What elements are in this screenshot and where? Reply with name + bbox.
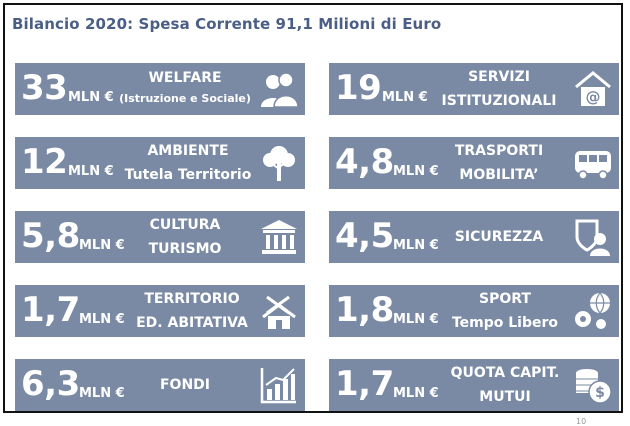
tile-label-line1: FONDI	[159, 377, 210, 393]
tile-label-line1: TRASPORTI	[454, 143, 544, 159]
tile-label: AMBIENTE Tutela Territorio	[113, 139, 263, 187]
museum-icon	[261, 220, 297, 254]
tile-label-line2: Tempo Libero	[451, 315, 559, 331]
tile-fondi: 6,3 MLN € FONDI	[15, 359, 305, 411]
tile-unit: MLN €	[79, 238, 125, 253]
tile-label: SPORT Tempo Libero	[441, 287, 569, 335]
tile-ambiente: 12 MLN € AMBIENTE Tutela Territorio	[15, 137, 305, 189]
tile-territorio: 1,7 MLN € TERRITORIO ED. ABITATIVA	[15, 285, 305, 337]
tree-icon	[263, 146, 295, 181]
tile-unit: MLN €	[393, 238, 439, 253]
tile-unit: MLN €	[68, 90, 114, 105]
tile-label-line2: TURISMO	[148, 241, 222, 257]
growth-chart-icon	[260, 368, 296, 404]
tile-label-line2: ED. ABITATIVA	[136, 315, 248, 331]
svg-text:@: @	[586, 88, 601, 106]
tile-label-line1: TERRITORIO	[144, 291, 240, 307]
tile-welfare: 33 MLN € WELFARE (Istruzione e Sociale)	[15, 63, 305, 115]
tile-unit: MLN €	[382, 90, 428, 105]
slide-title: Bilancio 2020: Spesa Corrente 91,1 Milio…	[12, 15, 442, 33]
tile-unit: MLN €	[393, 164, 439, 179]
tile-label-line1: SICUREZZA	[454, 229, 544, 245]
tile-label-line1: AMBIENTE	[147, 143, 229, 159]
tile-label: WELFARE (Istruzione e Sociale)	[115, 66, 255, 108]
svg-text:$: $	[595, 385, 605, 401]
tile-label-line1: SERVIZI	[468, 69, 530, 85]
tile-unit: MLN €	[393, 386, 439, 401]
tile-value: 4,5	[335, 216, 394, 256]
tile-unit: MLN €	[68, 164, 114, 179]
tile-label: SERVIZI ISTITUZIONALI	[429, 65, 569, 113]
tile-cultura: 5,8 MLN € CULTURA TURISMO	[15, 211, 305, 263]
tile-label: FONDI	[135, 373, 235, 397]
tile-label: SICUREZZA	[439, 225, 559, 249]
tile-label-line1: SPORT	[479, 291, 531, 307]
tile-label-line1: CULTURA	[149, 217, 221, 233]
people-icon	[261, 72, 299, 108]
tile-value: 1,7	[21, 290, 80, 330]
tile-servizi-istituzionali: 19 MLN € SERVIZI ISTITUZIONALI @	[329, 63, 619, 115]
tile-quota-capitale-mutui: 1,7 MLN € QUOTA CAPIT. MUTUI $	[329, 359, 619, 411]
coins-icon: $	[576, 369, 612, 404]
tile-unit: MLN €	[393, 312, 439, 327]
tile-value: 33	[21, 68, 68, 108]
security-shield-icon	[575, 219, 610, 256]
tile-value: 4,8	[335, 142, 394, 182]
tile-value: 1,8	[335, 290, 394, 330]
tile-label-line2: Tutela Territorio	[124, 167, 252, 183]
tile-value: 12	[21, 142, 68, 182]
house-tools-icon	[262, 295, 296, 329]
tile-label-line1: QUOTA CAPIT.	[450, 365, 560, 381]
tile-label-line2: MUTUI	[479, 389, 531, 405]
tile-trasporti: 4,8 MLN € TRASPORTI MOBILITA’	[329, 137, 619, 189]
tile-label: TERRITORIO ED. ABITATIVA	[123, 287, 261, 335]
sports-balls-icon	[575, 292, 610, 329]
tile-label-line1: WELFARE	[148, 70, 222, 86]
tile-label: QUOTA CAPIT. MUTUI	[441, 361, 569, 409]
tile-unit: MLN €	[79, 312, 125, 327]
bus-icon	[575, 151, 611, 180]
tile-value: 1,7	[335, 364, 394, 404]
tile-label-line2: (Istruzione e Sociale)	[119, 92, 251, 105]
slide-frame: Bilancio 2020: Spesa Corrente 91,1 Milio…	[3, 3, 623, 426]
tile-sicurezza: 4,5 MLN € SICUREZZA	[329, 211, 619, 263]
tile-value: 5,8	[21, 216, 80, 256]
tile-label: TRASPORTI MOBILITA’	[439, 139, 559, 187]
tile-value: 6,3	[21, 364, 80, 404]
email-home-icon: @	[575, 71, 611, 106]
tile-label-line2: ISTITUZIONALI	[441, 93, 557, 109]
tile-unit: MLN €	[79, 386, 125, 401]
tile-label-line2: MOBILITA’	[459, 167, 539, 183]
tile-sport: 1,8 MLN € SPORT Tempo Libero	[329, 285, 619, 337]
tile-label: CULTURA TURISMO	[135, 213, 235, 261]
tile-value: 19	[335, 68, 382, 108]
